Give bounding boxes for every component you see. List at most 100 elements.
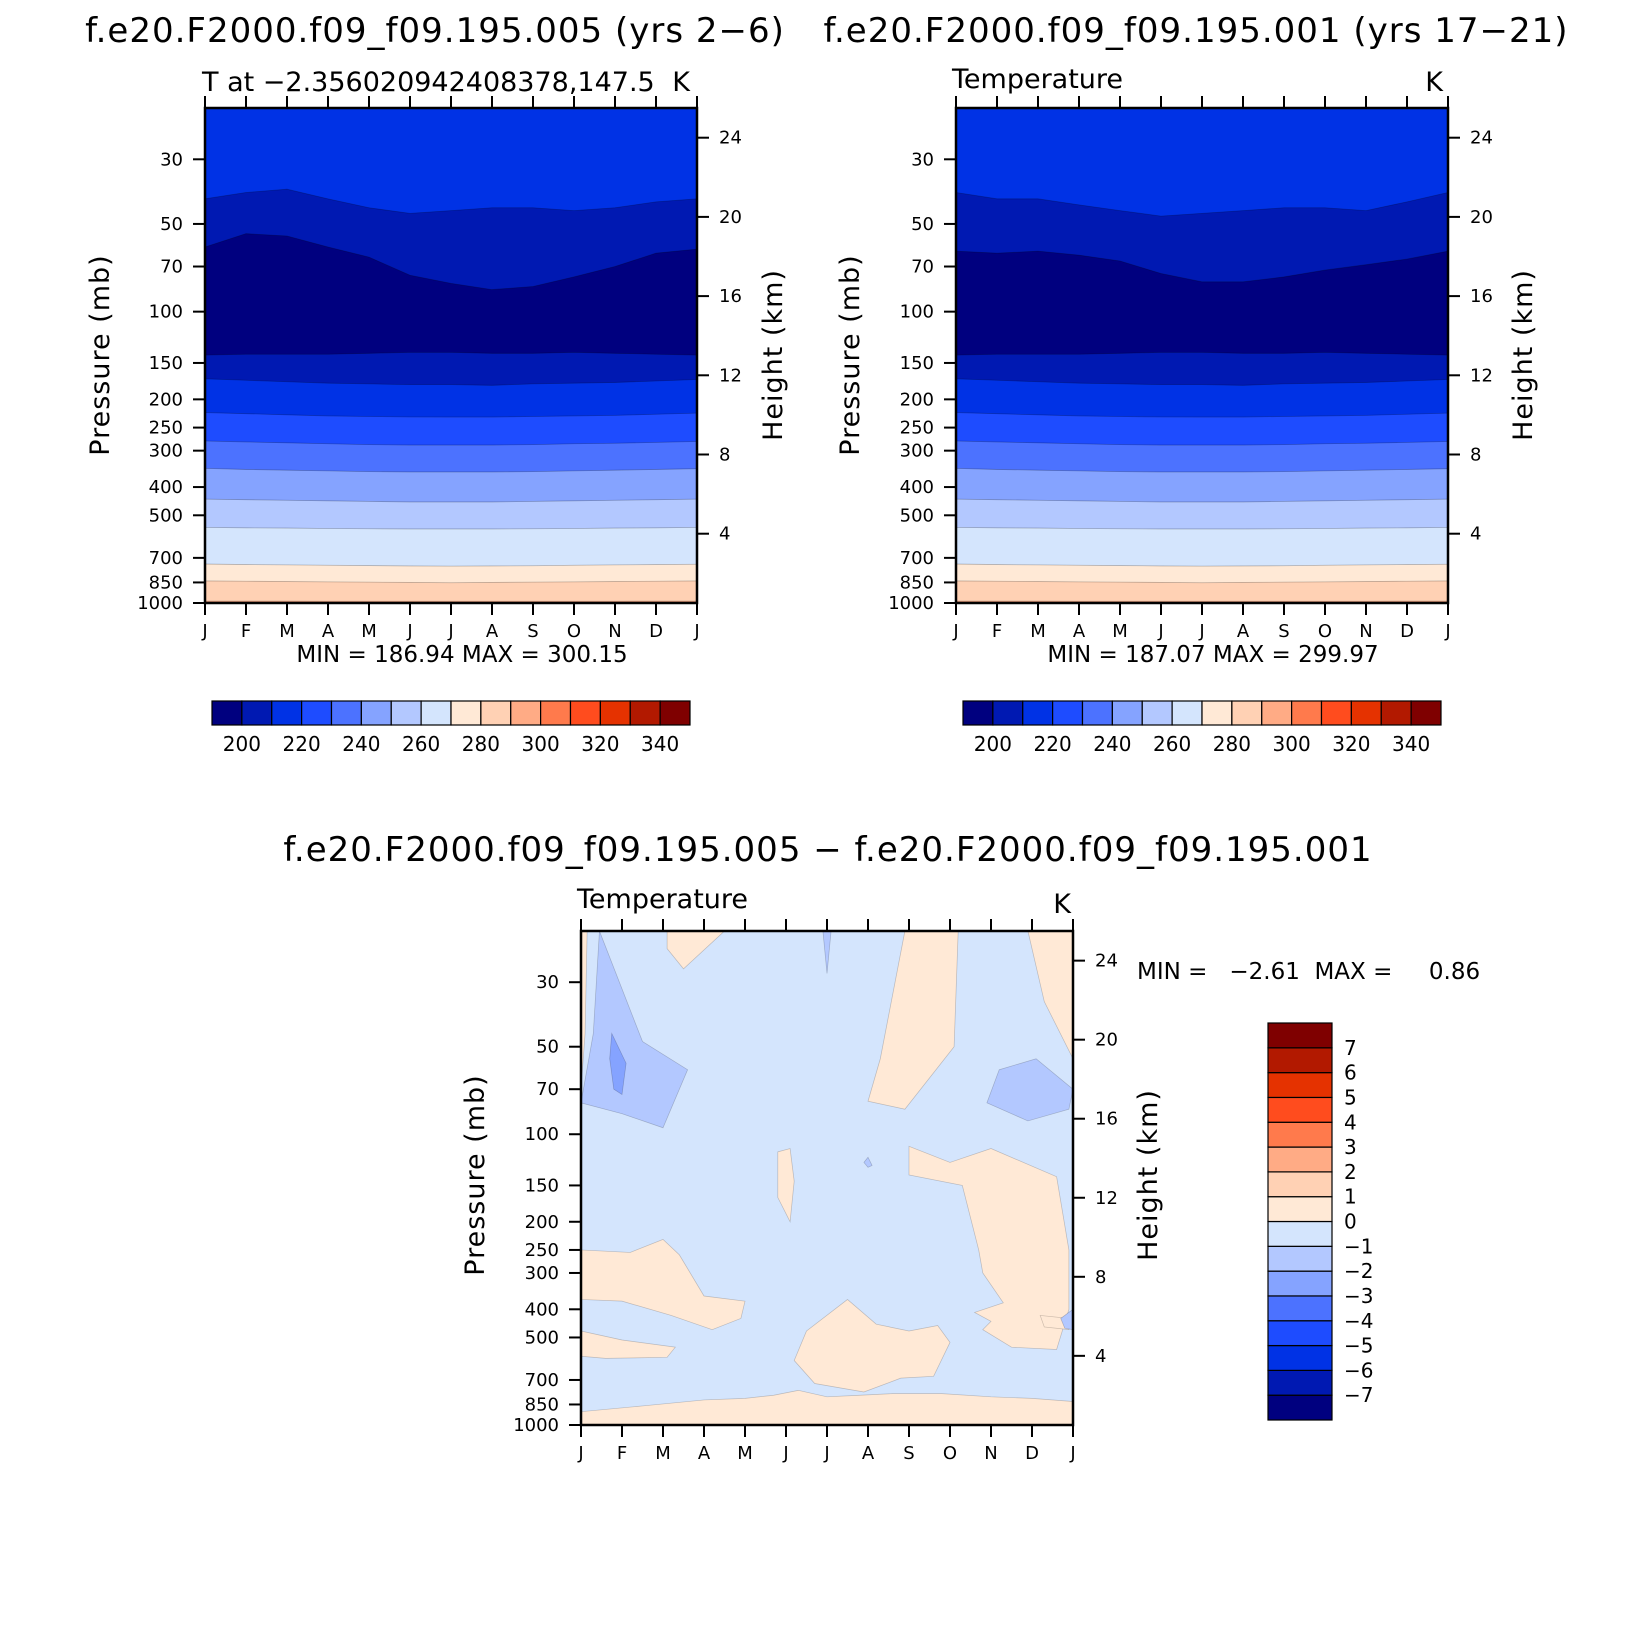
panel-b-subtitle: Temperature [951, 64, 1123, 95]
colorbar-label: 3 [1344, 1135, 1357, 1159]
colorbar-box [1052, 700, 1084, 726]
x-tick-label: O [943, 1443, 957, 1464]
contour-region [581, 931, 689, 1129]
y-tick-label: 150 [525, 1175, 559, 1196]
panel-a-ylabel: Pressure (mb) [85, 254, 116, 455]
y2-tick-label: 8 [1470, 445, 1481, 466]
x-tick-label: J [1157, 621, 1163, 642]
contour-band [205, 580, 697, 603]
colorbar-box [1081, 700, 1113, 726]
colorbar-label: 2 [1344, 1160, 1357, 1184]
colorbar-box [1261, 700, 1293, 726]
colorbar-label: 260 [402, 732, 440, 756]
contour-region [581, 931, 588, 1090]
y2-tick-label: 20 [1470, 207, 1493, 228]
y-tick-label: 400 [149, 477, 183, 498]
colorbar-box [420, 700, 452, 726]
colorbar-box [1111, 700, 1143, 726]
x-tick-label: M [655, 1443, 671, 1464]
x-tick-label: J [406, 621, 412, 642]
y-tick-label: 500 [149, 505, 183, 526]
colorbar-label: 5 [1344, 1085, 1357, 1109]
contour-region [986, 1058, 1073, 1122]
y-tick-label: 50 [536, 1037, 559, 1058]
colorbar-box [1267, 1146, 1333, 1173]
colorbar-label: 6 [1344, 1061, 1357, 1085]
y-tick-label: 70 [160, 257, 183, 278]
x-tick-label: A [862, 1443, 875, 1464]
contour-region [581, 1330, 676, 1359]
y-tick-label: 200 [900, 389, 934, 410]
colorbar-label: 280 [1213, 732, 1251, 756]
panel-c-ylabel: Pressure (mb) [460, 1074, 491, 1275]
contour-region [1060, 1308, 1073, 1331]
x-tick-label: J [1198, 621, 1204, 642]
y-tick-label: 100 [525, 1124, 559, 1145]
colorbar-box [1231, 700, 1263, 726]
y-tick-label: 700 [900, 548, 934, 569]
colorbar-label: 0 [1344, 1210, 1357, 1234]
colorbar-box [1350, 700, 1382, 726]
contour-region [609, 1032, 627, 1096]
x-tick-label: N [1359, 621, 1372, 642]
contour-region [863, 1156, 873, 1168]
x-tick-label: S [903, 1443, 914, 1464]
x-tick-label: A [1073, 621, 1086, 642]
y-tick-label: 300 [149, 441, 183, 462]
colorbar-box [1267, 1196, 1333, 1223]
x-tick-label: M [1030, 621, 1046, 642]
y-tick-label: 850 [900, 572, 934, 593]
y-tick-label: 250 [900, 418, 934, 439]
colorbar-label: 340 [641, 732, 679, 756]
contour-region [1027, 931, 1073, 1059]
contour-line [205, 467, 697, 473]
colorbar-label: 300 [1273, 732, 1311, 756]
colorbar-box [450, 700, 482, 726]
colorbar-box [1267, 1320, 1333, 1347]
colorbar-box [1267, 1022, 1333, 1049]
colorbar-box [1022, 700, 1054, 726]
colorbar-box [569, 700, 601, 726]
colorbar-box [1410, 700, 1442, 726]
panel-b-ylabel: Pressure (mb) [835, 254, 866, 455]
y2-tick-label: 24 [719, 128, 742, 149]
panel-a-colorbar: 200 220 240 260 280 300 320 340 [211, 700, 691, 756]
y-tick-label: 300 [525, 1263, 559, 1284]
colorbar-box [211, 700, 243, 726]
x-tick-label: S [527, 621, 538, 642]
colorbar-label: 200 [223, 732, 261, 756]
colorbar-label: 1 [1344, 1185, 1357, 1209]
colorbar-box [599, 700, 631, 726]
colorbar-label: −2 [1344, 1259, 1373, 1283]
y-tick-label: 150 [900, 353, 934, 374]
y2-tick-label: 12 [719, 365, 742, 386]
colorbar-box [1267, 1394, 1333, 1421]
colorbar-box [1267, 1270, 1333, 1297]
y-tick-label: 70 [536, 1079, 559, 1100]
x-tick-label: D [1025, 1443, 1039, 1464]
colorbar-box [1291, 700, 1323, 726]
colorbar-box [1267, 1047, 1333, 1074]
colorbar-box [360, 700, 392, 726]
y-tick-label: 250 [149, 418, 183, 439]
y-tick-label: 400 [900, 477, 934, 498]
y2-tick-label: 24 [1095, 951, 1118, 972]
y-tick-label: 300 [900, 441, 934, 462]
y2-tick-label: 4 [1095, 1346, 1106, 1367]
colorbar-label: 260 [1153, 732, 1191, 756]
colorbar-box [241, 700, 273, 726]
x-tick-label: D [649, 621, 663, 642]
y-tick-label: 100 [900, 302, 934, 323]
x-tick-label: J [952, 621, 958, 642]
contour-fills [205, 108, 697, 603]
y2-tick-label: 8 [1095, 1267, 1106, 1288]
colorbar-label: 320 [1332, 732, 1370, 756]
colorbar-label: 240 [1093, 732, 1131, 756]
panel-b: f.e20.F2000.f09_f09.195.001 (yrs 17−21) … [823, 11, 1567, 756]
contour-line [205, 412, 697, 418]
contour-region [908, 1145, 1070, 1350]
contour-line [956, 467, 1448, 473]
